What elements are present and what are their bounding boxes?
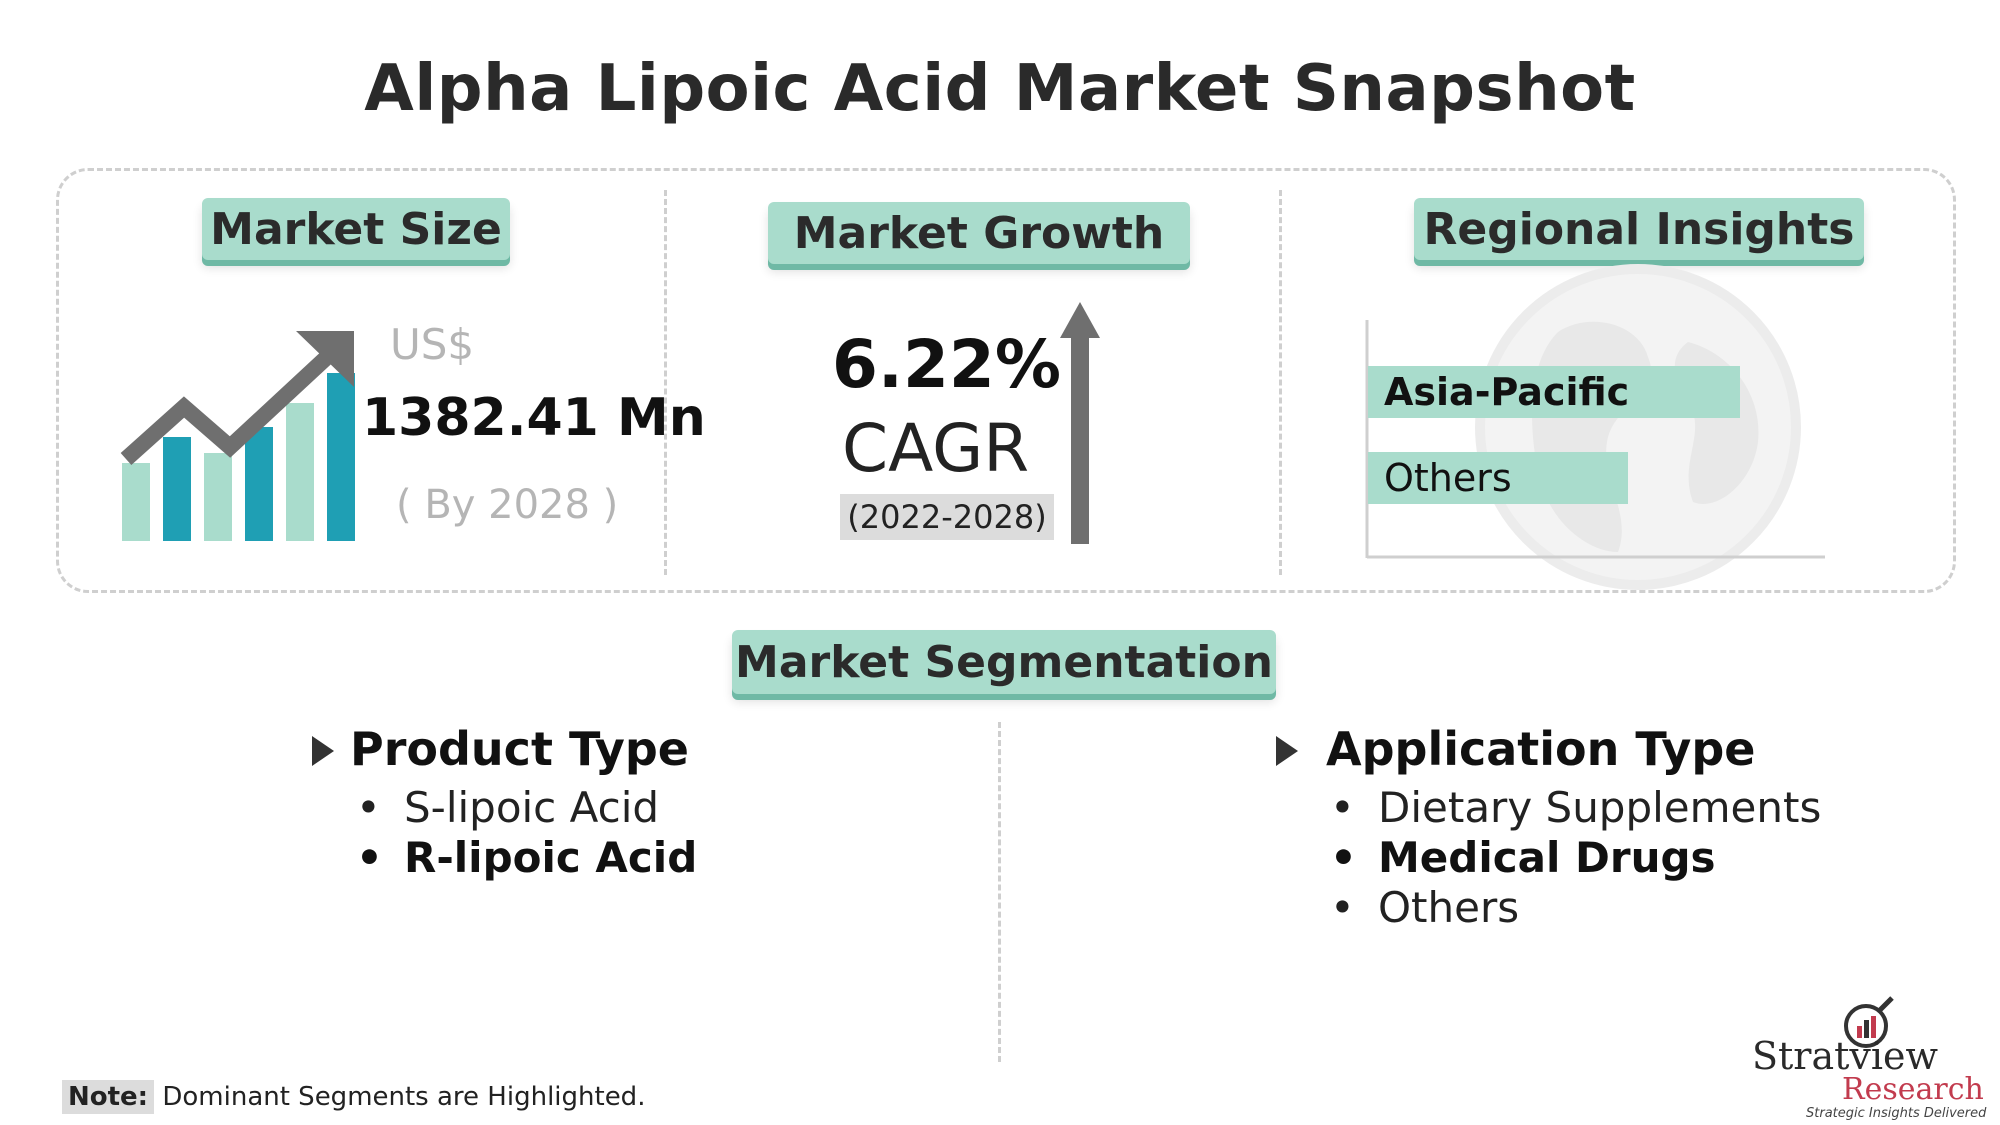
list-item: • Dietary Supplements bbox=[1330, 783, 1822, 832]
divider bbox=[664, 190, 667, 575]
page-title: Alpha Lipoic Acid Market Snapshot bbox=[364, 52, 1636, 126]
regional-insights-heading: Regional Insights bbox=[1414, 198, 1864, 260]
bar-asia-pacific bbox=[1368, 366, 1740, 418]
divider bbox=[998, 722, 1001, 1062]
currency-label: US$ bbox=[390, 320, 475, 369]
list-item: • Others bbox=[1330, 883, 1520, 932]
list-item: • Medical Drugs bbox=[1330, 833, 1716, 882]
list-item: • S-lipoic Acid bbox=[356, 783, 660, 832]
regional-bar-chart bbox=[1365, 320, 1825, 559]
category-label: Others bbox=[1384, 456, 1512, 500]
market-size-value: 1382.41 Mn bbox=[362, 388, 706, 448]
footnote: Note: Dominant Segments are Highlighted. bbox=[62, 1080, 646, 1114]
divider bbox=[1279, 190, 1282, 575]
snapshot-frame bbox=[56, 168, 1956, 593]
triangle-bullet-icon bbox=[312, 736, 334, 766]
logo-sub: Research bbox=[1842, 1072, 1984, 1107]
logo-tagline: Strategic Insights Delivered bbox=[1806, 1106, 1987, 1121]
cagr-label: CAGR bbox=[842, 410, 1030, 487]
bar-others bbox=[1368, 452, 1628, 504]
note-label: Note: bbox=[62, 1080, 155, 1114]
application-type-heading: Application Type bbox=[1326, 722, 1756, 776]
market-segmentation-heading: Market Segmentation bbox=[732, 630, 1276, 694]
category-label: Asia-Pacific bbox=[1384, 370, 1630, 414]
cagr-value: 6.22% bbox=[832, 326, 1061, 403]
triangle-bullet-icon bbox=[1276, 736, 1298, 766]
logo-name: Stratview bbox=[1752, 1034, 1939, 1078]
magnifier-logo-icon bbox=[1844, 996, 1894, 1048]
note-text: Dominant Segments are Highlighted. bbox=[162, 1082, 646, 1112]
market-growth-heading: Market Growth bbox=[768, 202, 1190, 264]
market-size-heading: Market Size bbox=[202, 198, 510, 260]
growth-chart-icon bbox=[120, 331, 355, 541]
cagr-period: (2022-2028) bbox=[840, 494, 1054, 540]
list-item: • R-lipoic Acid bbox=[356, 833, 698, 882]
up-arrow-icon bbox=[1060, 302, 1100, 544]
product-type-heading: Product Type bbox=[350, 722, 689, 776]
forecast-year: ( By 2028 ) bbox=[396, 482, 619, 528]
